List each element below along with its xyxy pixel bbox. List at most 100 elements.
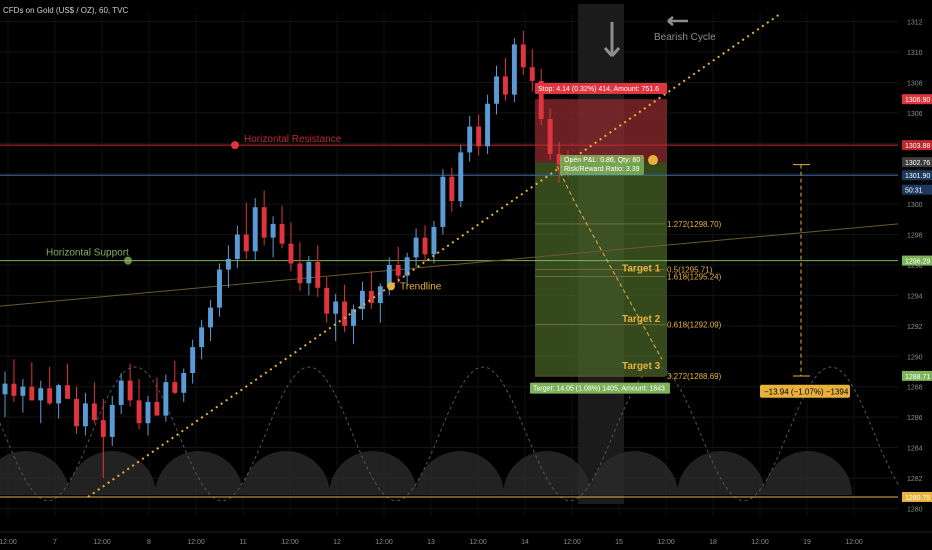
candlestick-series xyxy=(2,30,571,478)
candle-body xyxy=(91,403,97,421)
support-anchor-dot[interactable] xyxy=(124,256,132,265)
candle-body xyxy=(29,386,35,401)
chart-drawings[interactable]: −13.94 (−1.07%) −1394 Bearish Cycle Horizo… xyxy=(46,13,850,498)
price-badge-text: 1306.90 xyxy=(905,97,930,104)
candle-body xyxy=(368,290,374,304)
time-tick-label: 14 xyxy=(521,539,529,546)
candle-body xyxy=(82,403,88,427)
fib-level-label: 3.272(1288.69) xyxy=(667,372,722,381)
candle-body xyxy=(118,380,124,405)
candle-body xyxy=(377,286,383,304)
cycle-arc xyxy=(68,450,156,495)
price-tick-label: 1298 xyxy=(907,233,923,240)
time-tick-label: 11 xyxy=(239,539,246,546)
price-badge xyxy=(902,184,932,195)
candle-body xyxy=(145,401,151,424)
candle-body xyxy=(2,383,8,395)
price-badge xyxy=(902,140,932,151)
price-axis[interactable]: 1280 1282 1284 1286 1288 1290 1292 1294 1296 1298… xyxy=(902,20,932,514)
price-badge xyxy=(902,170,932,181)
time-axis[interactable]: 12:00 7 12:00 8 12:00 11 12:00 12 12:00 13 12:00 14… xyxy=(0,531,932,546)
price-badge xyxy=(902,94,932,105)
time-tick-label: 15 xyxy=(615,539,623,546)
fib-level-label: 0.5(1295.71) xyxy=(667,265,713,274)
candle-body xyxy=(109,404,115,437)
bearish-cycle-label: Bearish Cycle xyxy=(654,32,716,43)
price-badge-text: 1280.75 xyxy=(905,495,930,502)
trendline[interactable] xyxy=(87,13,781,498)
cycle-arc xyxy=(155,450,243,495)
candle-body xyxy=(502,76,508,95)
time-tick-label: 12:00 xyxy=(93,539,111,546)
cycle-arc xyxy=(590,450,678,495)
resistance-anchor-dot[interactable] xyxy=(231,141,239,150)
price-badge-text: 1296.29 xyxy=(905,259,930,266)
candle-body xyxy=(288,243,294,264)
candle-body xyxy=(467,126,473,153)
price-badge xyxy=(902,491,932,502)
candle-body xyxy=(547,118,553,154)
candle-body xyxy=(136,400,142,424)
candle-body xyxy=(243,234,249,252)
sell-limit-dot[interactable] xyxy=(648,155,658,166)
stop-box-text: Stop: 4.14 (0.32%) 414, Amount: 751.6 xyxy=(538,86,659,93)
candle-body xyxy=(11,383,17,396)
price-tick-label: 1288 xyxy=(907,385,923,392)
time-tick-label: 8 xyxy=(147,539,151,546)
target-3-label: Target 3 xyxy=(622,361,661,372)
target-2-label: Target 2 xyxy=(622,314,661,325)
candle-body xyxy=(163,382,169,416)
price-badge xyxy=(902,255,932,266)
candle-body xyxy=(538,80,544,119)
price-badge-text: 1288.71 xyxy=(905,374,930,381)
price-tick-label: 1300 xyxy=(907,202,923,209)
target-box-bg xyxy=(530,382,670,394)
candle-body xyxy=(431,226,437,255)
stop-box-bg xyxy=(535,82,667,94)
resistance-label: Horizontal Resistance xyxy=(244,134,342,145)
candle-body xyxy=(199,327,205,348)
candle-body xyxy=(306,261,312,284)
candle-body xyxy=(386,265,392,287)
time-tick-label: 18 xyxy=(709,539,717,546)
candle-body xyxy=(208,307,213,328)
candle-body xyxy=(234,234,240,259)
cycle-arc xyxy=(503,450,591,495)
time-tick-label: 19 xyxy=(803,539,811,546)
candle-body xyxy=(494,76,499,104)
target-1-label: Target 1 xyxy=(622,264,661,275)
candle-body xyxy=(511,44,517,95)
price-tick-label: 1294 xyxy=(907,293,923,300)
time-tick-label: 12:00 xyxy=(845,539,863,546)
candle-body xyxy=(270,223,276,238)
cycle-arc xyxy=(677,450,765,495)
price-tick-label: 1296 xyxy=(907,263,923,270)
candle-body xyxy=(252,207,258,252)
candle-body xyxy=(458,152,464,202)
support-label: Horizontal Support xyxy=(46,248,129,259)
trendline-anchor-dot[interactable] xyxy=(387,282,395,291)
chart-title: CFDs on Gold (US$ / OZ), 60, TVC xyxy=(3,6,128,15)
cycle-arc xyxy=(329,450,417,495)
pnl-box-bg xyxy=(560,155,644,176)
price-tick-label: 1280 xyxy=(907,506,923,513)
candle-body xyxy=(154,401,160,416)
time-tick-label: 12:00 xyxy=(375,539,393,546)
price-tick-label: 1286 xyxy=(907,415,923,422)
fib-level-label: 1.618(1295.24) xyxy=(667,273,722,282)
candle-body xyxy=(342,301,348,326)
candle-body xyxy=(324,287,330,314)
price-badge-text: 1302.76 xyxy=(905,160,930,167)
measure-label: −13.94 (−1.07%) −1394 xyxy=(764,388,849,397)
sloped-support-line xyxy=(0,223,899,307)
candle-body xyxy=(556,153,562,165)
cycle-arc xyxy=(416,450,504,495)
candle-body xyxy=(47,388,53,404)
time-tick-label: 12:00 xyxy=(563,539,581,546)
candle-body xyxy=(225,258,231,270)
time-tick-label: 12:00 xyxy=(187,539,205,546)
candle-body xyxy=(100,420,106,437)
stop-loss-zone xyxy=(535,99,667,163)
cycle-arc xyxy=(0,450,69,495)
